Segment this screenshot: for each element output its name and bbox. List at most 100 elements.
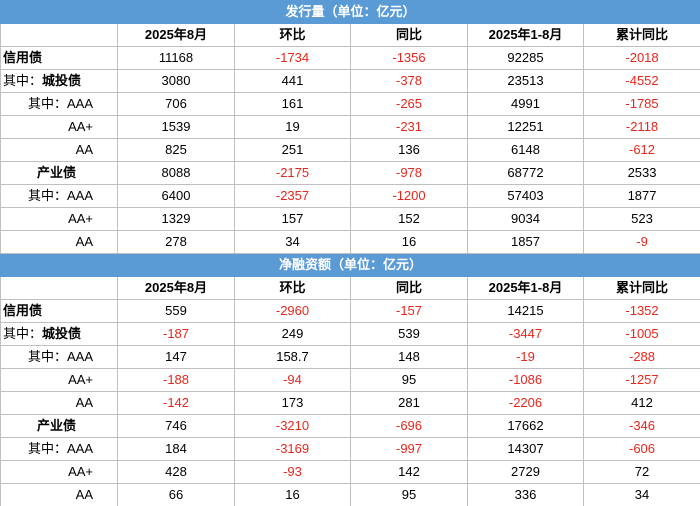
section-title: 发行量（单位：亿元） [0,0,700,24]
value-cell: 1329 [117,207,235,231]
value-cell: 34 [234,230,351,254]
value-cell: 1539 [117,115,235,139]
column-header: 2025年8月 [117,23,235,47]
value-cell: 441 [234,69,351,93]
value-cell: 559 [117,299,235,323]
table-row: 其中：城投债 3080 441 -378 23513 -4552 [0,69,700,93]
table-row: AA+ 1329 157 152 9034 523 [0,207,700,231]
table-row: 其中：AAA 706 161 -265 4991 -1785 [0,92,700,116]
value-cell: 1877 [582,184,700,208]
value-cell: -612 [582,138,700,162]
value-cell: -346 [582,414,700,438]
row-label: 信用债 [0,299,118,323]
table-row: 信用债 11168 -1734 -1356 92285 -2018 [0,46,700,70]
row-label: AA+ [0,207,118,231]
value-cell: -378 [350,69,468,93]
value-cell: -142 [117,391,235,415]
row-label-prefix: 其中： [3,73,43,88]
table-row: AA 825 251 136 6148 -612 [0,138,700,162]
column-header-row: 2025年8月 环比 同比 2025年1-8月 累计同比 [0,23,700,47]
value-cell: -3210 [234,414,351,438]
value-cell: -2206 [467,391,584,415]
column-header: 累计同比 [582,23,700,47]
value-cell: -265 [350,92,468,116]
row-label: 信用债 [0,46,118,70]
row-label: AA+ [0,115,118,139]
value-cell: -1785 [582,92,700,116]
value-cell: -288 [582,345,700,369]
value-cell: 6148 [467,138,584,162]
table-row: AA 278 34 16 1857 -9 [0,230,700,254]
column-header: 2025年1-8月 [467,276,584,300]
value-cell: 746 [117,414,235,438]
value-cell: 825 [117,138,235,162]
value-cell: 251 [234,138,351,162]
value-cell: -157 [350,299,468,323]
column-header-row: 2025年8月 环比 同比 2025年1-8月 累计同比 [0,276,700,300]
row-label: 其中：AAA [0,345,118,369]
section-title: 净融资额（单位：亿元） [0,253,700,277]
column-header: 2025年1-8月 [467,23,584,47]
row-label: AA [0,483,118,506]
column-header: 同比 [350,276,468,300]
value-cell: 157 [234,207,351,231]
value-cell: 523 [582,207,700,231]
value-cell: -4552 [582,69,700,93]
value-cell: 184 [117,437,235,461]
table-row: AA -142 173 281 -2206 412 [0,391,700,415]
value-cell: 12251 [467,115,584,139]
value-cell: 148 [350,345,468,369]
value-cell: 147 [117,345,235,369]
table-row: 产业债 8088 -2175 -978 68772 2533 [0,161,700,185]
column-header: 环比 [234,23,351,47]
value-cell: 412 [582,391,700,415]
section-title-row: 净融资额（单位：亿元） [0,253,700,277]
value-cell: 23513 [467,69,584,93]
value-cell: 14307 [467,437,584,461]
table-row: 其中：AAA 147 158.7 148 -19 -288 [0,345,700,369]
value-cell: -997 [350,437,468,461]
value-cell: -93 [234,460,351,484]
column-header [0,23,118,47]
value-cell: 9034 [467,207,584,231]
row-label: 其中：AAA [0,437,118,461]
column-header: 2025年8月 [117,276,235,300]
table-row: AA+ 1539 19 -231 12251 -2118 [0,115,700,139]
row-label: AA+ [0,368,118,392]
value-cell: 92285 [467,46,584,70]
row-label: 其中：AAA [0,92,118,116]
value-cell: -188 [117,368,235,392]
section-title-row: 发行量（单位：亿元） [0,0,700,24]
value-cell: 278 [117,230,235,254]
value-cell: 95 [350,483,468,506]
value-cell: 16 [234,483,351,506]
value-cell: -606 [582,437,700,461]
value-cell: 136 [350,138,468,162]
value-cell: 173 [234,391,351,415]
table-row: 其中：AAA 6400 -2357 -1200 57403 1877 [0,184,700,208]
value-cell: 2729 [467,460,584,484]
value-cell: -2357 [234,184,351,208]
value-cell: 68772 [467,161,584,185]
row-label: 产业债 [0,414,118,438]
value-cell: 281 [350,391,468,415]
value-cell: 72 [582,460,700,484]
value-cell: -9 [582,230,700,254]
value-cell: 4991 [467,92,584,116]
table-row: 其中：AAA 184 -3169 -997 14307 -606 [0,437,700,461]
table-row: AA+ 428 -93 142 2729 72 [0,460,700,484]
value-cell: -3447 [467,322,584,346]
value-cell: 2533 [582,161,700,185]
table-row: 产业债 746 -3210 -696 17662 -346 [0,414,700,438]
row-label: AA+ [0,460,118,484]
value-cell: -978 [350,161,468,185]
table-row: 其中：城投债 -187 249 539 -3447 -1005 [0,322,700,346]
value-cell: -187 [117,322,235,346]
value-cell: -231 [350,115,468,139]
value-cell: 142 [350,460,468,484]
value-cell: 16 [350,230,468,254]
value-cell: 706 [117,92,235,116]
value-cell: 428 [117,460,235,484]
value-cell: 161 [234,92,351,116]
